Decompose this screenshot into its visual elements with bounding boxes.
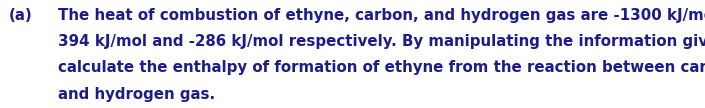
Text: calculate the enthalpy of formation of ethyne from the reaction between carbon: calculate the enthalpy of formation of e… (58, 60, 705, 75)
Text: The heat of combustion of ethyne, carbon, and hydrogen gas are -1300 kJ/mol, -: The heat of combustion of ethyne, carbon… (58, 8, 705, 23)
Text: 394 kJ/mol and -286 kJ/mol respectively. By manipulating the information given,: 394 kJ/mol and -286 kJ/mol respectively.… (58, 34, 705, 49)
Text: and hydrogen gas.: and hydrogen gas. (58, 87, 215, 102)
Text: (a): (a) (8, 8, 32, 23)
